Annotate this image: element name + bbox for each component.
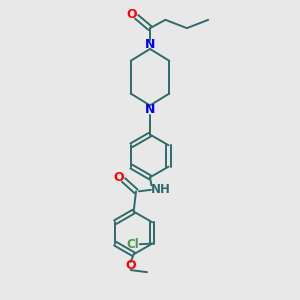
Text: O: O xyxy=(125,259,136,272)
Text: N: N xyxy=(145,38,155,51)
Text: N: N xyxy=(145,103,155,116)
Text: O: O xyxy=(126,8,136,21)
Text: NH: NH xyxy=(151,183,171,196)
Text: O: O xyxy=(113,171,124,184)
Text: Cl: Cl xyxy=(126,238,139,251)
